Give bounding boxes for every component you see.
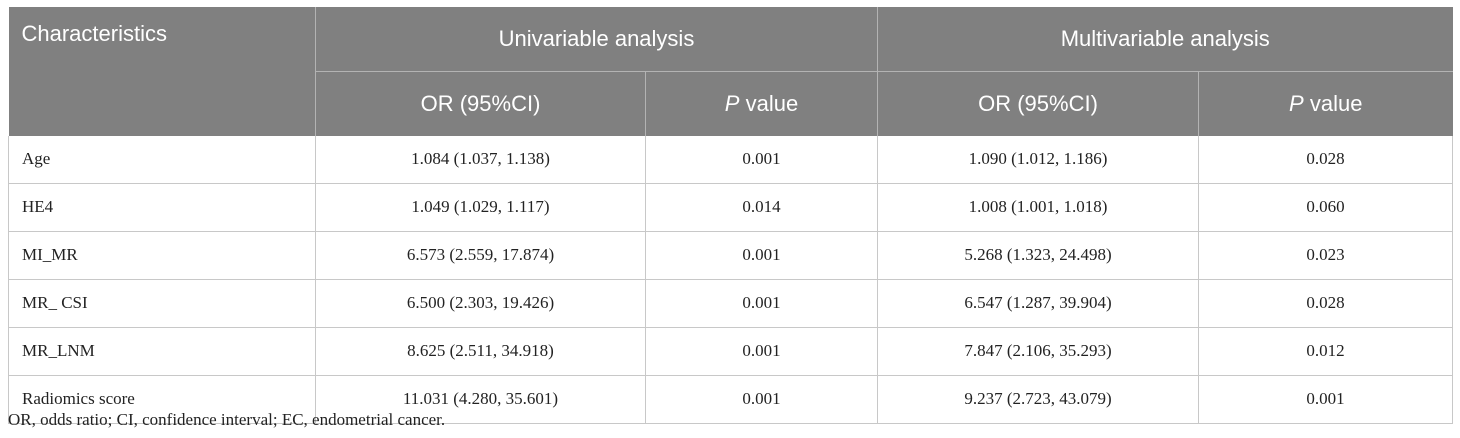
table-row: MR_ CSI 6.500 (2.303, 19.426) 0.001 6.54… bbox=[8, 279, 1453, 328]
row-name: HE4 bbox=[8, 183, 316, 232]
header-multi-p: P value bbox=[1198, 71, 1453, 136]
row-uni-p: 0.001 bbox=[645, 327, 878, 376]
row-multi-or: 9.237 (2.723, 43.079) bbox=[877, 375, 1199, 424]
row-multi-p: 0.001 bbox=[1198, 375, 1453, 424]
row-name: Radiomics score bbox=[8, 375, 316, 424]
header-uni-p: P value bbox=[645, 71, 878, 136]
header-multi-p-rest: value bbox=[1303, 91, 1363, 116]
table-footnote: OR, odds ratio; CI, confidence interval;… bbox=[8, 410, 446, 429]
row-multi-or: 5.268 (1.323, 24.498) bbox=[877, 231, 1199, 280]
row-multi-or: 7.847 (2.106, 35.293) bbox=[877, 327, 1199, 376]
row-uni-or: 6.573 (2.559, 17.874) bbox=[315, 231, 646, 280]
header-multivariable: Multivariable analysis bbox=[877, 7, 1453, 72]
row-uni-or: 1.049 (1.029, 1.117) bbox=[315, 183, 646, 232]
header-uni-p-rest: value bbox=[739, 91, 799, 116]
header-uni-or: OR (95%CI) bbox=[315, 71, 646, 136]
header-characteristics-label: Characteristics bbox=[21, 21, 167, 46]
row-name: MR_ CSI bbox=[8, 279, 316, 328]
row-uni-p: 0.001 bbox=[645, 231, 878, 280]
table-row: Age 1.084 (1.037, 1.138) 0.001 1.090 (1.… bbox=[8, 135, 1453, 184]
row-uni-p: 0.001 bbox=[645, 135, 878, 184]
row-uni-p: 0.014 bbox=[645, 183, 878, 232]
row-uni-or: 8.625 (2.511, 34.918) bbox=[315, 327, 646, 376]
row-multi-or: 1.090 (1.012, 1.186) bbox=[877, 135, 1199, 184]
row-name: MR_LNM bbox=[8, 327, 316, 376]
results-table-container: Characteristics Univariable analysis Mul… bbox=[8, 7, 1453, 424]
row-uni-p: 0.001 bbox=[645, 375, 878, 424]
header-univariable: Univariable analysis bbox=[315, 7, 878, 72]
row-name: MI_MR bbox=[8, 231, 316, 280]
table-row: MI_MR 6.573 (2.559, 17.874) 0.001 5.268 … bbox=[8, 231, 1453, 280]
row-multi-p: 0.028 bbox=[1198, 279, 1453, 328]
row-multi-p: 0.060 bbox=[1198, 183, 1453, 232]
table-header: Characteristics Univariable analysis Mul… bbox=[8, 7, 1453, 136]
header-multi-p-italic: P bbox=[1289, 91, 1304, 116]
header-multi-or: OR (95%CI) bbox=[877, 71, 1199, 136]
row-name: Age bbox=[8, 135, 316, 184]
header-characteristics: Characteristics bbox=[8, 7, 316, 71]
table-row: HE4 1.049 (1.029, 1.117) 0.014 1.008 (1.… bbox=[8, 183, 1453, 232]
table-row: MR_LNM 8.625 (2.511, 34.918) 0.001 7.847… bbox=[8, 327, 1453, 376]
row-multi-p: 0.012 bbox=[1198, 327, 1453, 376]
table-row: Radiomics score 11.031 (4.280, 35.601) 0… bbox=[8, 375, 1453, 424]
row-multi-p: 0.023 bbox=[1198, 231, 1453, 280]
row-multi-or: 6.547 (1.287, 39.904) bbox=[877, 279, 1199, 328]
header-characteristics-blank bbox=[8, 71, 316, 136]
table-body: Age 1.084 (1.037, 1.138) 0.001 1.090 (1.… bbox=[8, 135, 1453, 424]
row-uni-p: 0.001 bbox=[645, 279, 878, 328]
row-uni-or: 6.500 (2.303, 19.426) bbox=[315, 279, 646, 328]
row-multi-or: 1.008 (1.001, 1.018) bbox=[877, 183, 1199, 232]
header-uni-p-italic: P bbox=[724, 91, 740, 116]
logistic-regression-table: Characteristics Univariable analysis Mul… bbox=[8, 7, 1453, 424]
row-multi-p: 0.028 bbox=[1198, 135, 1453, 184]
row-uni-or: 1.084 (1.037, 1.138) bbox=[315, 135, 646, 184]
row-uni-or: 11.031 (4.280, 35.601) bbox=[315, 375, 646, 424]
